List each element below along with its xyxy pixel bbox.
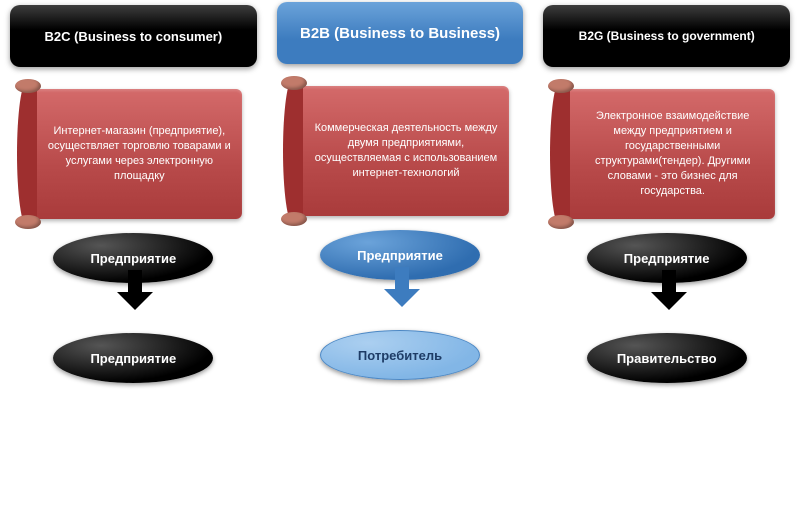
scroll-curl-top bbox=[548, 79, 574, 93]
arrow-shaft bbox=[395, 267, 409, 291]
header-b2g-label: B2G (Business to government) bbox=[579, 29, 755, 43]
desc-b2g-text: Электронное взаимодействие между предпри… bbox=[580, 109, 765, 198]
scroll-decor bbox=[283, 78, 303, 224]
column-b2c: B2C (Business to consumer) Интернет-мага… bbox=[0, 0, 267, 510]
node-b2c-top-label: Предприятие bbox=[90, 251, 176, 266]
node-b2g-bottom: Правительство bbox=[587, 333, 747, 383]
node-b2c-bottom: Предприятие bbox=[53, 333, 213, 383]
desc-wrap-b2b: Коммерческая деятельность между двумя пр… bbox=[291, 86, 508, 216]
arrow-shaft bbox=[128, 270, 142, 294]
node-b2g-bottom-label: Правительство bbox=[617, 351, 717, 366]
arrow-head-icon bbox=[384, 289, 420, 307]
desc-b2g: Электронное взаимодействие между предпри… bbox=[558, 89, 775, 219]
scroll-curl-bot bbox=[15, 215, 41, 229]
header-b2g: B2G (Business to government) bbox=[543, 5, 790, 67]
arrow-shaft bbox=[662, 270, 676, 294]
scroll-decor bbox=[550, 81, 570, 227]
desc-wrap-b2c: Интернет-магазин (предприятие), осуществ… bbox=[25, 89, 242, 219]
node-b2c-bottom-label: Предприятие bbox=[90, 351, 176, 366]
node-b2g-top-label: Предприятие bbox=[624, 251, 710, 266]
node-b2b-bottom: Потребитель bbox=[320, 330, 480, 380]
column-b2g: B2G (Business to government) Электронное… bbox=[533, 0, 800, 510]
header-b2c: B2C (Business to consumer) bbox=[10, 5, 257, 67]
node-b2b-bottom-label: Потребитель bbox=[358, 348, 442, 363]
header-b2b-label: B2B (Business to Business) bbox=[300, 25, 500, 42]
desc-b2c: Интернет-магазин (предприятие), осуществ… bbox=[25, 89, 242, 219]
desc-b2b: Коммерческая деятельность между двумя пр… bbox=[291, 86, 508, 216]
scroll-curl-bot bbox=[548, 215, 574, 229]
header-b2b: B2B (Business to Business) bbox=[277, 2, 524, 64]
scroll-decor bbox=[17, 81, 37, 227]
arrow-head-icon bbox=[117, 292, 153, 310]
desc-wrap-b2g: Электронное взаимодействие между предпри… bbox=[558, 89, 775, 219]
scroll-curl-top bbox=[15, 79, 41, 93]
arrow-head-icon bbox=[651, 292, 687, 310]
column-b2b: B2B (Business to Business) Коммерческая … bbox=[267, 0, 534, 510]
scroll-curl-bot bbox=[281, 212, 307, 226]
desc-b2c-text: Интернет-магазин (предприятие), осуществ… bbox=[47, 124, 232, 183]
node-b2b-top-label: Предприятие bbox=[357, 248, 443, 263]
desc-b2b-text: Коммерческая деятельность между двумя пр… bbox=[313, 121, 498, 180]
diagram-container: B2C (Business to consumer) Интернет-мага… bbox=[0, 0, 800, 510]
header-b2c-label: B2C (Business to consumer) bbox=[44, 29, 222, 44]
